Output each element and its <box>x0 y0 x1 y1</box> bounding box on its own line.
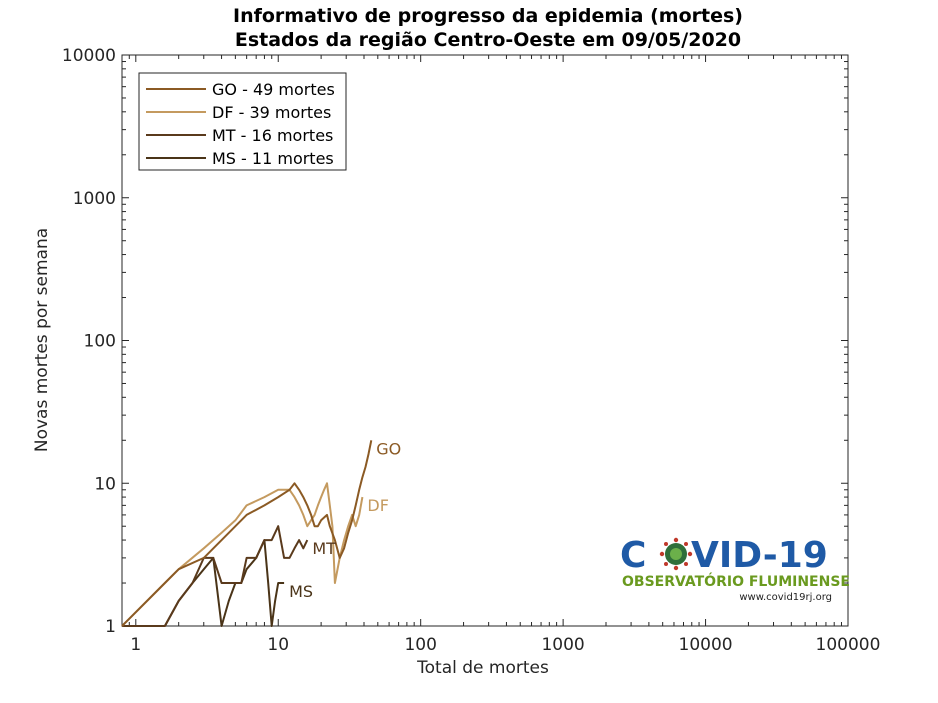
series-end-label-go: GO <box>376 439 401 458</box>
chart-subtitle: Estados da região Centro-Oeste em 09/05/… <box>235 29 741 51</box>
x-tick-label: 10 <box>267 635 289 655</box>
series-end-labels: GO DF MT MS <box>289 439 401 601</box>
axis-ticks: 1 10 100 1000 10000 100000 1 10 100 1000 10000 <box>62 46 881 655</box>
series-end-label-df: DF <box>367 496 389 515</box>
x-axis-label: Total de mortes <box>416 658 549 678</box>
logo-subtitle: OBSERVATÓRIO FLUMINENSE <box>622 572 850 590</box>
series-line-go <box>121 440 373 627</box>
legend-entry-ms: MS - 11 mortes <box>212 149 334 168</box>
series-line-mt <box>122 525 309 627</box>
virus-icon <box>659 537 693 571</box>
logo-url: www.covid19rj.org <box>739 592 832 603</box>
x-tick-label: 100000 <box>816 635 881 655</box>
x-tick-label: 1 <box>130 635 141 655</box>
logo-text-left: C <box>620 535 646 576</box>
logo-text-right: VID-19 <box>691 535 828 576</box>
y-axis-label: Novas mortes por semana <box>32 228 52 452</box>
legend-entry-mt: MT - 16 mortes <box>212 126 333 145</box>
series-end-label-mt: MT <box>312 539 336 558</box>
legend-entry-df: DF - 39 mortes <box>212 103 331 122</box>
legend: GO - 49 mortes DF - 39 mortes MT - 16 mort… <box>138 72 347 171</box>
covid-logo: C VID-19 OBSERVATÓRIO FLUMINENSE www.cov… <box>620 535 850 603</box>
series-lines <box>121 440 373 627</box>
chart-title: Informativo de progresso da epidemia (mo… <box>233 5 743 27</box>
y-tick-label: 100 <box>84 332 116 352</box>
y-tick-label: 1000 <box>73 189 116 209</box>
y-tick-label: 1 <box>105 617 116 637</box>
x-tick-label: 1000 <box>541 635 584 655</box>
x-tick-label: 10000 <box>679 635 733 655</box>
y-tick-label: 10 <box>94 474 116 494</box>
series-end-label-ms: MS <box>289 582 313 601</box>
y-tick-label: 10000 <box>62 46 116 66</box>
x-tick-label: 100 <box>404 635 436 655</box>
legend-entry-go: GO - 49 mortes <box>212 80 335 99</box>
